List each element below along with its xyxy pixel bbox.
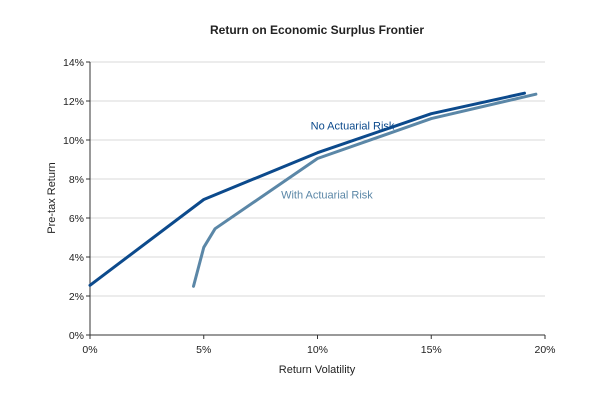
x-tick-label: 20% [534,344,555,356]
series-lines [88,91,538,288]
y-tick-label: 0% [69,330,84,342]
chart-title: Return on Economic Surplus Frontier [210,23,424,37]
axes [86,61,546,339]
y-tick-label: 6% [69,213,84,225]
series-line-with-actuarial-risk [192,92,538,288]
x-axis-label: Return Volatility [279,364,356,376]
y-tick-label: 10% [63,135,84,147]
y-tick-label: 2% [69,291,84,303]
y-axis-label: Pre-tax Return [46,162,58,234]
y-tick-label: 8% [69,174,84,186]
series-line-no-actuarial-risk [88,91,526,287]
series-label-with-actuarial-risk: With Actuarial Risk [281,190,373,202]
y-tick-label: 12% [63,96,84,108]
series-annotations: No Actuarial Risk With Actuarial Risk [281,120,395,201]
x-tick-label: 10% [307,344,328,356]
series-label-no-actuarial-risk: No Actuarial Risk [311,120,395,132]
y-tick-label: 4% [69,252,84,264]
x-tick-label: 0% [82,344,97,356]
x-tick-label: 5% [196,344,211,356]
gridlines [90,61,545,297]
x-tick-label: 15% [421,344,442,356]
y-tick-label: 14% [63,57,84,69]
tick-labels: 0% 2% 4% 6% 8% 10% 12% 14% 0% 5% 10% 15% 20% [63,57,556,356]
